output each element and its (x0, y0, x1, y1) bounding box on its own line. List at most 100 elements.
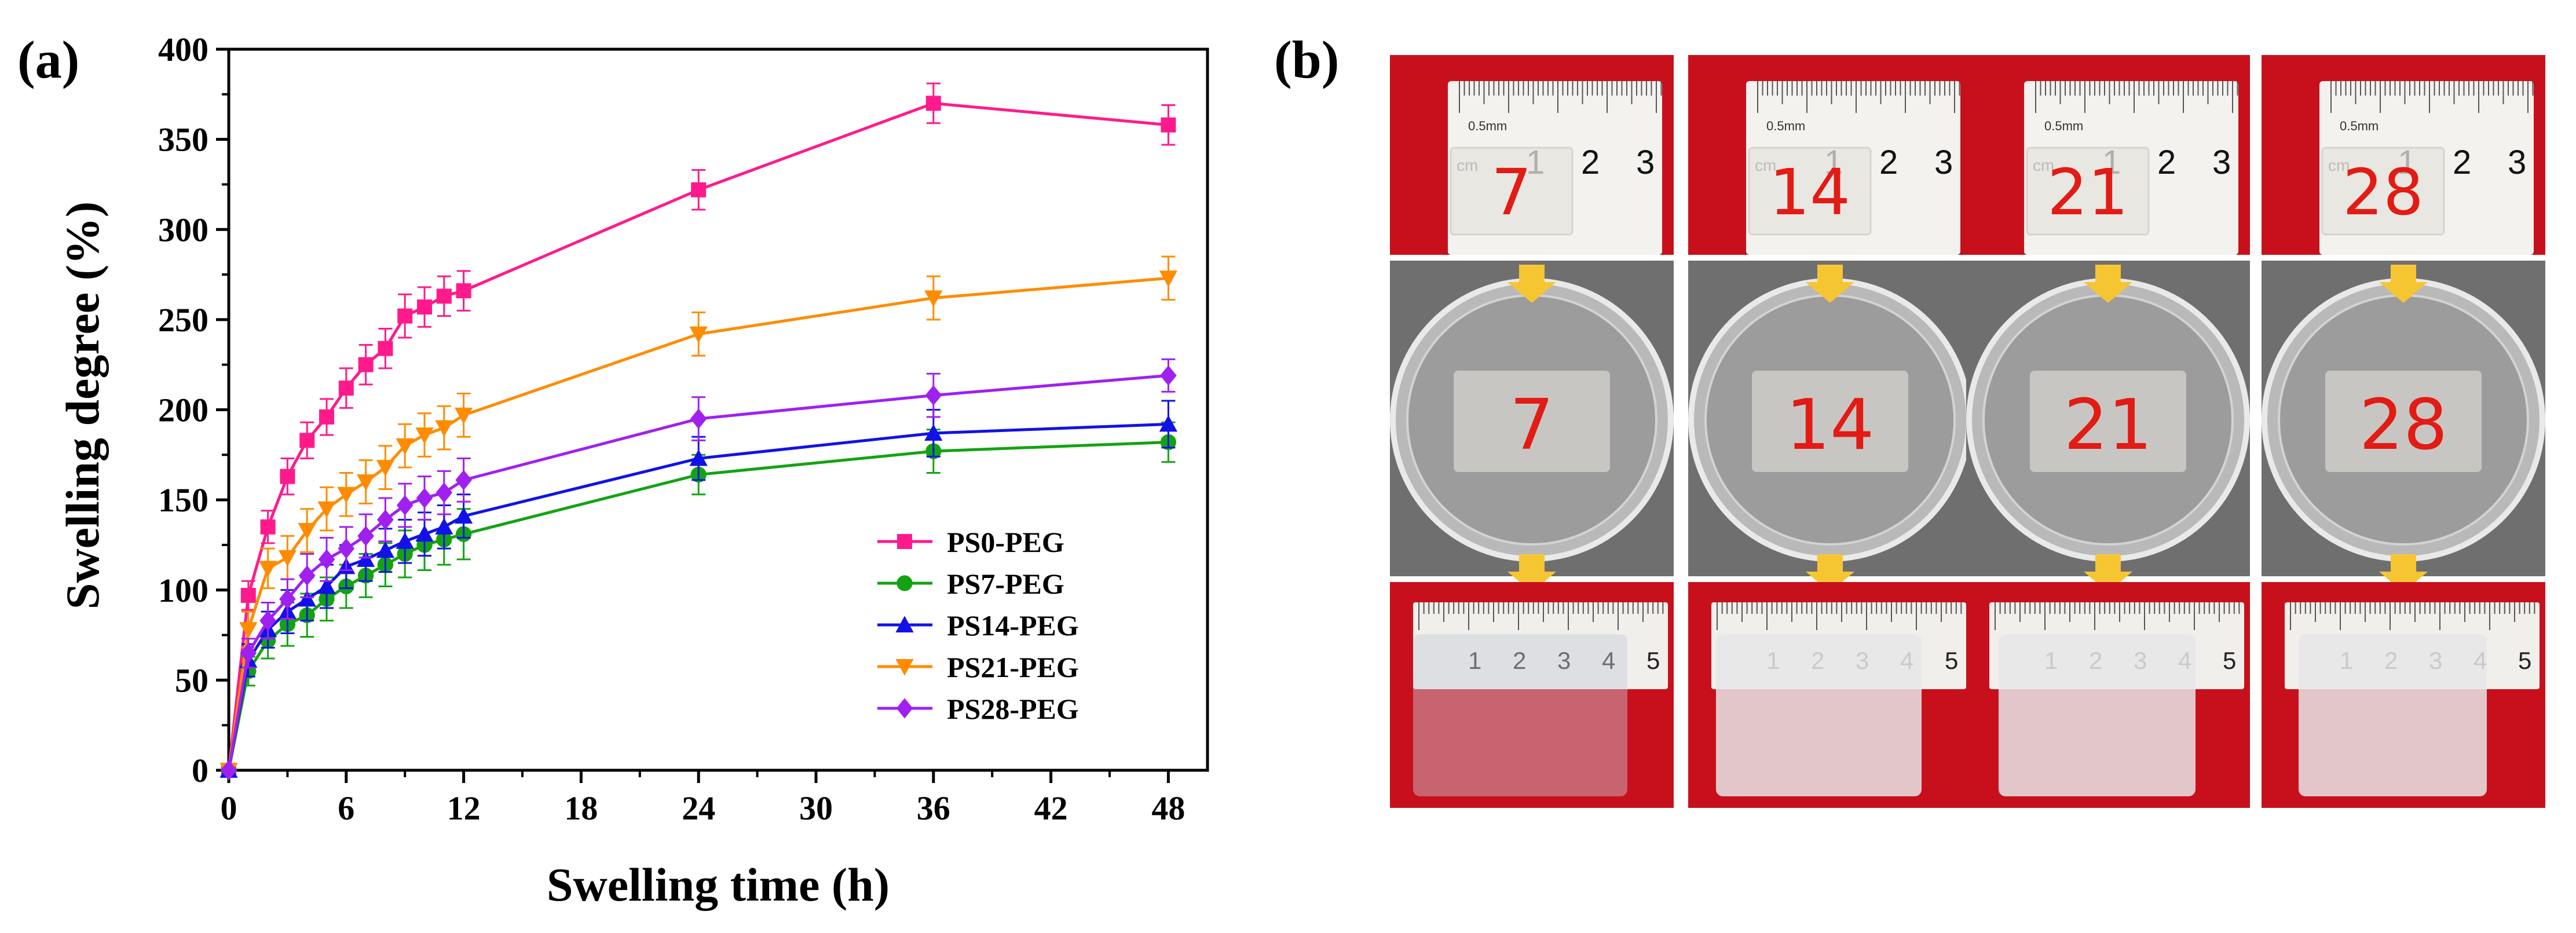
chart-axes: 0 6 12 18 24 30 36 42 48 0 50 100 150 200 250 300 350 400 (158, 31, 1209, 827)
gel-sample-soaking (2325, 371, 2482, 472)
series-PS28-PEG (220, 358, 1177, 781)
series-PS0-PEG (221, 82, 1176, 778)
ruler-number: 2 (1879, 144, 1898, 181)
ruler-number: 2 (1513, 647, 1526, 674)
data-point (924, 424, 943, 441)
x-tick-label: 48 (1151, 789, 1185, 827)
data-point (337, 486, 356, 504)
series-line (227, 441, 1169, 771)
gel-sample-swollen (2299, 634, 2487, 796)
ruler-number: 3 (2508, 144, 2526, 181)
data-point (396, 438, 414, 455)
data-point (317, 577, 336, 594)
data-point (240, 643, 257, 664)
gel-sample-swollen (1999, 634, 2196, 796)
arrow-down-icon (2084, 265, 2132, 303)
gel-sample-swollen (1716, 634, 1922, 796)
arrow-down-icon (2084, 554, 2132, 592)
y-tick-label: 250 (158, 301, 208, 339)
ruler-number: 3 (1557, 647, 1571, 674)
data-point (240, 588, 256, 603)
data-point (377, 509, 394, 530)
series-line (227, 276, 1169, 771)
data-point (455, 470, 472, 491)
ruler-scale-label: 0.5mm (2044, 119, 2083, 133)
chart-legend: PS0-PEG PS7-PEG PS14-PEG PS21-PEG PS28-PEG (877, 526, 1079, 725)
series-line (227, 101, 1169, 771)
data-point (358, 357, 374, 372)
ruler-scale-label: 0.5mm (1766, 119, 1805, 133)
panel-b-label: (b) (1274, 30, 1340, 89)
gel-sample-soaking (1752, 371, 1908, 472)
data-point (357, 474, 375, 491)
x-tick-label: 12 (447, 789, 481, 827)
y-tick-label: 300 (158, 211, 208, 248)
arrow-down-icon (2379, 265, 2428, 303)
x-tick-label: 18 (564, 789, 598, 827)
data-point (317, 501, 336, 518)
sample-column-14: 0.5mm123cm141412345 (1688, 55, 1972, 808)
sample-label: 14 (1769, 155, 1850, 229)
x-tick-label: 36 (917, 789, 950, 827)
ruler-number: 3 (1934, 144, 1953, 181)
sample-label-dish: 21 (2064, 385, 2153, 466)
ruler-number: 3 (2212, 144, 2231, 181)
series-line (227, 422, 1169, 771)
x-axis-label: Swelling time (h) (547, 858, 890, 911)
sample-label: 7 (1491, 155, 1532, 229)
gel-sample-dry (2026, 147, 2150, 236)
data-point (259, 561, 277, 577)
x-tick-label: 30 (799, 789, 833, 827)
data-point (396, 532, 414, 549)
data-point (396, 495, 414, 516)
data-point (378, 341, 393, 356)
data-point (220, 760, 237, 781)
y-tick-label: 200 (158, 392, 208, 429)
sample-label: 28 (2343, 155, 2424, 229)
data-point (357, 525, 374, 546)
sample-label: 21 (2047, 155, 2128, 229)
data-point (279, 588, 296, 609)
data-point (299, 433, 315, 448)
data-point (689, 326, 708, 343)
arrow-down-icon (2379, 554, 2428, 592)
ruler-number: 2 (1581, 144, 1600, 181)
sample-label-dish: 7 (1510, 385, 1554, 466)
data-point (278, 550, 297, 567)
data-point (298, 523, 316, 540)
data-point (689, 449, 708, 466)
sample-label-dish: 28 (2359, 385, 2448, 466)
legend-label: PS7-PEG (947, 568, 1064, 600)
data-point (260, 519, 276, 535)
y-tick-label: 0 (192, 752, 208, 789)
y-tick-label: 100 (158, 572, 208, 609)
arrow-down-icon (1507, 265, 1556, 303)
data-point (455, 507, 473, 524)
data-point (415, 427, 434, 444)
data-point (691, 182, 707, 197)
data-point (376, 460, 394, 477)
ruler-scale-label: 0.5mm (1468, 119, 1507, 133)
y-tick-label: 150 (158, 481, 208, 519)
gel-sample-dry (1450, 147, 1574, 236)
data-point (416, 488, 433, 508)
x-tick-label: 0 (221, 789, 237, 827)
data-point (1160, 365, 1177, 386)
ruler-bottom (1413, 602, 1668, 689)
data-point (415, 525, 434, 542)
legend-marker (895, 616, 914, 632)
ruler-number: 3 (1636, 144, 1655, 181)
data-point (259, 610, 276, 631)
gel-sample-dry (2321, 147, 2445, 236)
data-point (376, 541, 394, 558)
arrow-down-icon (1806, 554, 1854, 592)
y-tick-label: 50 (175, 661, 208, 699)
data-point (436, 288, 452, 304)
ruler-number: 2 (2453, 144, 2471, 181)
data-point (455, 407, 473, 425)
data-point (1161, 117, 1176, 133)
data-point (417, 299, 432, 315)
data-point (318, 549, 335, 570)
data-point (924, 290, 943, 308)
chart-series (219, 82, 1177, 781)
